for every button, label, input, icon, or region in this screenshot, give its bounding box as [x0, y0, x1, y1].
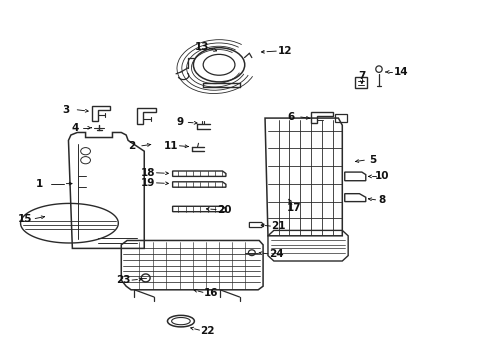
- Text: 13: 13: [194, 42, 209, 52]
- Text: 6: 6: [287, 112, 294, 122]
- Text: 24: 24: [268, 249, 283, 259]
- Text: 12: 12: [277, 46, 291, 56]
- Text: 9: 9: [176, 117, 183, 127]
- Text: 19: 19: [140, 178, 155, 188]
- Text: 20: 20: [216, 204, 231, 215]
- Text: 17: 17: [286, 203, 301, 213]
- Text: 21: 21: [271, 221, 285, 231]
- Text: 18: 18: [140, 168, 155, 178]
- Text: 14: 14: [393, 67, 407, 77]
- Text: 11: 11: [163, 141, 178, 151]
- Text: 7: 7: [357, 71, 365, 81]
- Text: 5: 5: [368, 155, 375, 165]
- Text: 3: 3: [62, 105, 69, 115]
- Text: 16: 16: [203, 288, 218, 298]
- Text: 15: 15: [18, 213, 33, 224]
- Text: 23: 23: [116, 275, 131, 285]
- Text: 10: 10: [374, 171, 389, 181]
- Text: 1: 1: [36, 179, 42, 189]
- Text: 22: 22: [200, 326, 215, 336]
- Text: 4: 4: [71, 123, 79, 133]
- Text: 2: 2: [128, 141, 135, 151]
- Text: 8: 8: [378, 195, 385, 205]
